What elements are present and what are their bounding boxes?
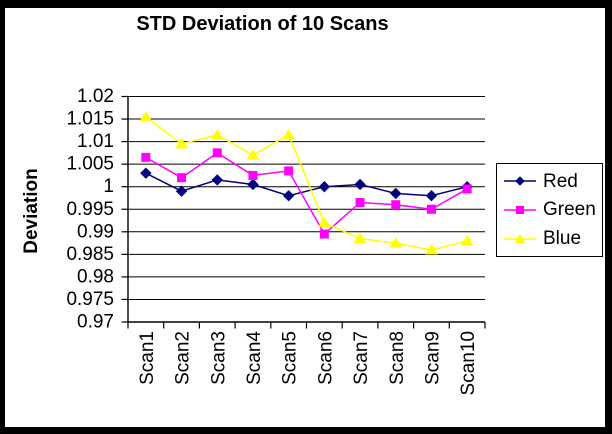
y-axis-title: Deviation xyxy=(21,168,42,254)
y-tick-label: 0.995 xyxy=(66,199,114,220)
square-marker xyxy=(319,229,329,239)
legend-box: Red Green Blue xyxy=(496,163,603,257)
triangle-marker xyxy=(317,216,331,228)
y-tick-label: 1 xyxy=(103,176,114,197)
series-red xyxy=(140,167,473,202)
diamond-marker xyxy=(390,187,402,200)
y-tick-label: 1.005 xyxy=(66,154,114,175)
triangle-marker xyxy=(460,234,474,246)
series-green xyxy=(141,148,472,239)
x-tick-label: Scan3 xyxy=(208,331,229,385)
blue-series-key-icon xyxy=(504,233,536,243)
triangle-marker xyxy=(139,110,153,122)
triangle-marker xyxy=(514,233,526,243)
legend-item-green[interactable]: Green xyxy=(503,200,600,219)
diamond-marker xyxy=(247,178,259,191)
square-marker xyxy=(284,166,294,176)
green-series-key-icon xyxy=(504,205,536,214)
x-axis: Scan1 Scan2 Scan3 Scan4 Scan5 Scan6 Scan7 Scan8… xyxy=(127,322,486,395)
square-marker xyxy=(177,173,187,183)
square-marker xyxy=(426,204,436,214)
square-marker xyxy=(355,197,365,207)
square-marker xyxy=(141,152,151,162)
square-marker xyxy=(462,184,472,194)
red-series-key-icon xyxy=(504,176,536,187)
x-tick-label: Scan1 xyxy=(137,331,158,385)
x-tick-label: Scan9 xyxy=(422,331,443,385)
diamond-marker xyxy=(175,185,188,197)
y-tick-label: 0.985 xyxy=(66,244,114,265)
diamond-marker xyxy=(140,167,152,179)
diamond-marker xyxy=(282,190,295,202)
diamond-marker xyxy=(425,190,438,202)
square-marker xyxy=(516,205,524,214)
square-marker xyxy=(391,200,401,210)
y-tick-label: 0.975 xyxy=(66,289,114,310)
x-tick-label: Scan4 xyxy=(244,331,265,385)
x-tick-label: Scan8 xyxy=(387,331,408,385)
x-tick-label: Scan10 xyxy=(458,331,479,395)
triangle-marker xyxy=(246,149,260,160)
series-line xyxy=(145,172,468,197)
diamond-marker xyxy=(318,180,331,193)
diamond-marker xyxy=(211,174,223,186)
y-tick-label: 0.97 xyxy=(77,312,114,333)
triangle-marker xyxy=(425,243,438,255)
triangle-marker xyxy=(353,232,367,244)
chart-title: STD Deviation of 10 Scans xyxy=(136,13,389,35)
legend-item-blue[interactable]: Blue xyxy=(503,229,600,248)
triangle-marker xyxy=(282,128,296,140)
square-marker xyxy=(212,148,222,158)
triangle-marker xyxy=(210,128,224,140)
series-line xyxy=(145,151,468,236)
x-tick-label: Scan6 xyxy=(315,331,336,385)
y-tick-label: 1.015 xyxy=(66,109,114,130)
y-tick-label: 0.98 xyxy=(77,266,114,287)
legend-label: Red xyxy=(543,170,578,192)
diamond-marker xyxy=(354,178,366,191)
y-tick-label: 1.02 xyxy=(77,86,114,107)
x-tick-label: Scan7 xyxy=(351,331,372,385)
x-tick-label: Scan2 xyxy=(173,331,194,385)
gridlines: 1.021.0151.011.00510.9950.990.9850.980.9… xyxy=(66,86,485,333)
legend-label: Blue xyxy=(543,228,582,250)
triangle-marker xyxy=(175,137,188,149)
y-tick-label: 1.01 xyxy=(77,131,114,152)
diamond-marker xyxy=(515,176,525,187)
legend-label: Green xyxy=(543,199,596,221)
legend-item-red[interactable]: Red xyxy=(503,172,600,191)
y-tick-label: 0.99 xyxy=(77,221,114,242)
series-line xyxy=(145,116,468,251)
x-tick-label: Scan5 xyxy=(280,331,301,385)
triangle-marker xyxy=(389,237,403,248)
series-blue xyxy=(139,110,474,255)
square-marker xyxy=(248,170,258,180)
